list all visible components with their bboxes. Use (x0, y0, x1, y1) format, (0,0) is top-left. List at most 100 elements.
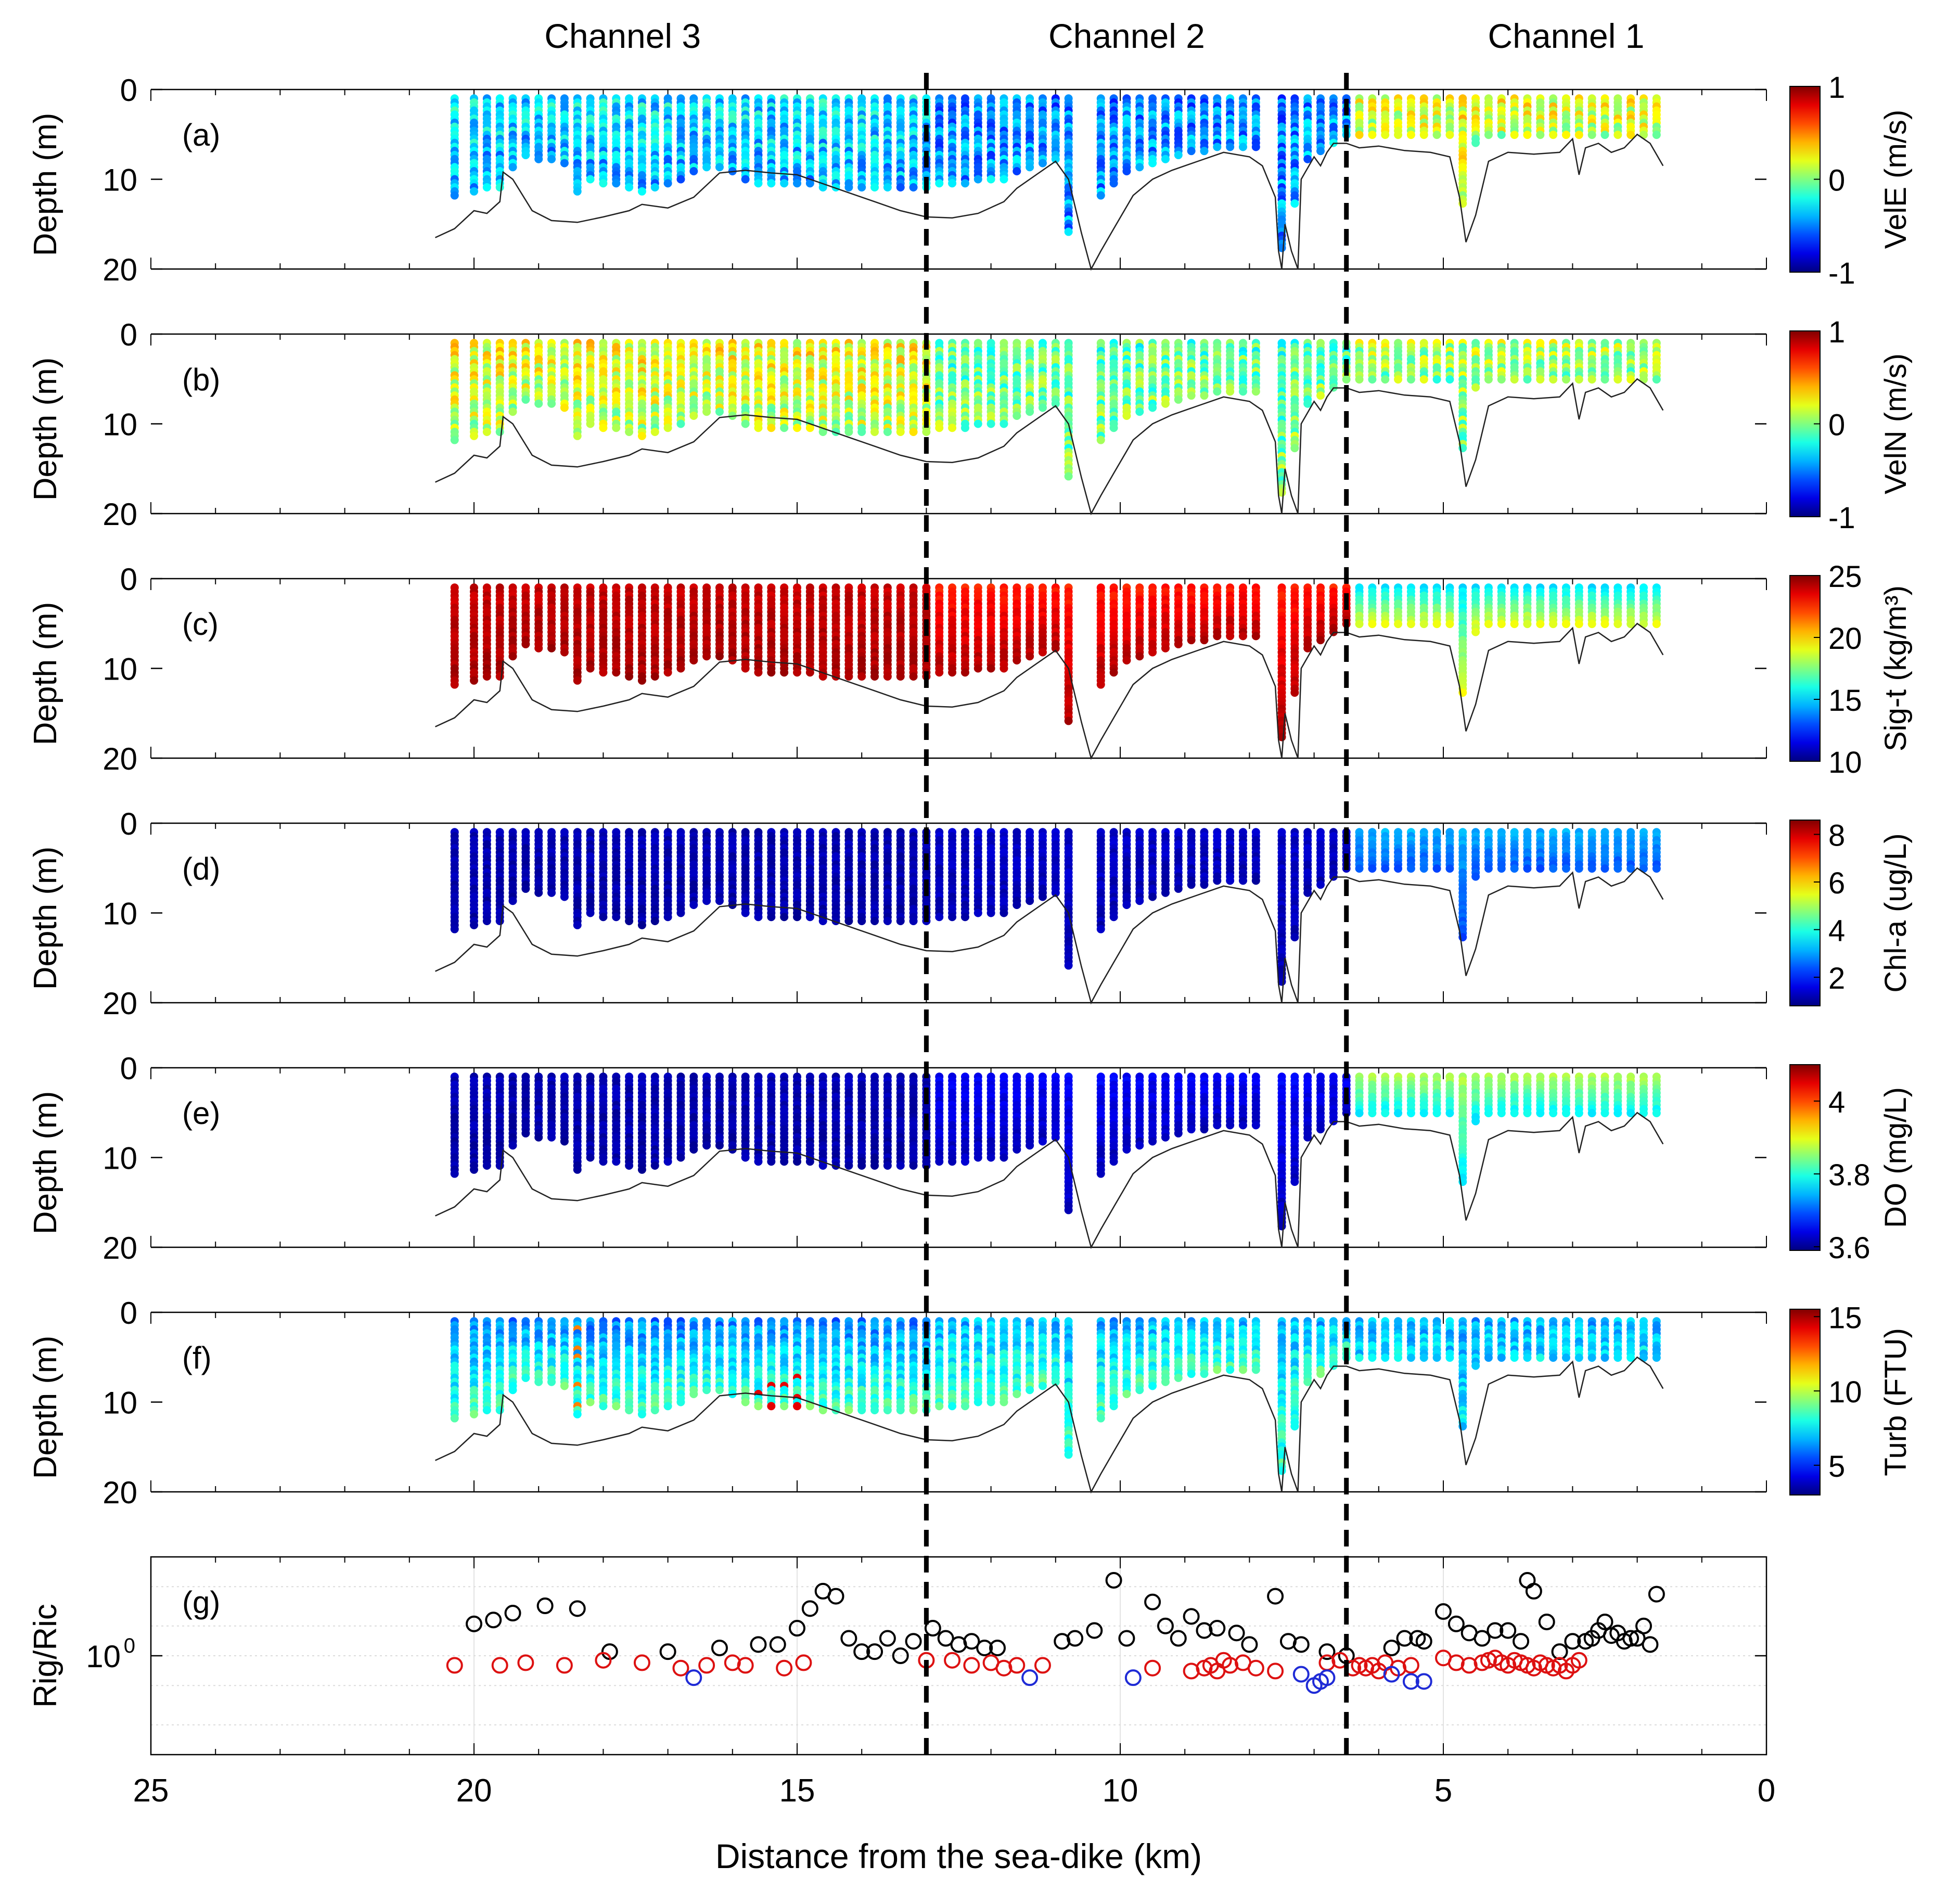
sample-point (715, 652, 724, 661)
sample-point (1064, 472, 1073, 481)
sample-point (534, 644, 543, 653)
sample-point (844, 183, 853, 192)
sample-point (625, 428, 634, 437)
cast-column (935, 583, 944, 677)
sample-point (960, 179, 969, 188)
sample-point (1161, 644, 1170, 653)
sample-point (857, 183, 866, 192)
sample-point (1561, 131, 1570, 139)
cast-column (715, 339, 724, 416)
sample-point (741, 664, 750, 673)
sample-point (1381, 375, 1390, 384)
cast-column (1187, 583, 1196, 645)
sample-point (534, 155, 543, 163)
sample-point (689, 167, 698, 175)
depth-axis-label: Depth (m) (28, 602, 63, 746)
sample-point (767, 179, 776, 188)
sample-point (560, 403, 569, 412)
sample-point (1471, 138, 1480, 147)
sample-point (1613, 131, 1622, 139)
cast-column (1303, 339, 1312, 408)
panel-label: (c) (182, 607, 219, 642)
sample-point (1174, 150, 1183, 159)
sample-point (1109, 179, 1118, 188)
sample-point (935, 179, 944, 188)
sample-point (1432, 131, 1441, 139)
cast-column (1355, 339, 1364, 384)
cast-column (470, 339, 478, 440)
sample-point (780, 424, 789, 432)
cast-column (1251, 583, 1260, 641)
sample-point (702, 652, 711, 661)
cast-column (1626, 339, 1635, 384)
sample-point (1251, 143, 1260, 151)
cast-column (987, 583, 995, 673)
sample-point (896, 672, 905, 681)
cast-column (1471, 339, 1480, 392)
cast-column (1038, 583, 1047, 657)
sample-point (470, 676, 478, 685)
sample-point (663, 179, 672, 188)
sample-point (844, 672, 853, 681)
sample-point (754, 424, 763, 432)
sample-point (470, 431, 478, 440)
cast-column (1135, 339, 1144, 416)
sample-point (1406, 131, 1415, 139)
cast-column (844, 583, 853, 681)
sample-point (1549, 375, 1558, 384)
sample-point (702, 407, 711, 416)
cast-column (973, 583, 982, 673)
sample-point (870, 672, 879, 681)
cast-column (1497, 94, 1506, 139)
cast-column (689, 583, 698, 664)
cast-column (1213, 339, 1222, 396)
sample-point (1471, 383, 1480, 392)
sample-point (482, 183, 491, 192)
cast-column (663, 94, 672, 188)
sample-point (650, 672, 659, 681)
sample-point (973, 664, 982, 673)
sample-point (1026, 407, 1034, 416)
cast-column (560, 583, 569, 657)
cast-column (1135, 94, 1144, 172)
cast-column (495, 94, 504, 192)
cast-column (663, 583, 672, 677)
cast-column (1026, 339, 1034, 416)
cast-column (482, 94, 491, 192)
sample-point (987, 175, 995, 184)
depth-tick-label: 20 (103, 742, 137, 776)
sample-point (1238, 632, 1247, 641)
sample-point (547, 644, 556, 653)
cast-column (741, 94, 750, 184)
cast-column (1122, 583, 1131, 664)
cast-column (1161, 339, 1170, 408)
sample-point (741, 175, 750, 184)
sample-point (650, 183, 659, 192)
cast-column (573, 94, 582, 196)
cast-column (1639, 94, 1648, 139)
sample-point (754, 179, 763, 188)
sample-point (857, 428, 866, 437)
sample-point (560, 159, 569, 168)
depth-tick-label: 0 (120, 73, 137, 108)
cast-column (1303, 583, 1312, 653)
sample-point (870, 183, 879, 192)
sample-point (1406, 375, 1415, 384)
cast-column (637, 339, 646, 440)
sample-point (450, 436, 459, 444)
cast-column (1148, 339, 1157, 412)
sample-point (1038, 159, 1047, 168)
sample-point (1497, 375, 1506, 384)
cast-column (650, 339, 659, 437)
cast-column (1316, 583, 1325, 645)
cast-column (1406, 94, 1415, 139)
cast-column (599, 94, 608, 188)
sample-point (987, 419, 995, 428)
cast-column (948, 94, 957, 188)
sample-point (844, 428, 853, 437)
cast-column (754, 94, 763, 188)
sample-point (586, 664, 595, 673)
cast-column (1238, 339, 1247, 396)
cast-column (1013, 583, 1021, 664)
